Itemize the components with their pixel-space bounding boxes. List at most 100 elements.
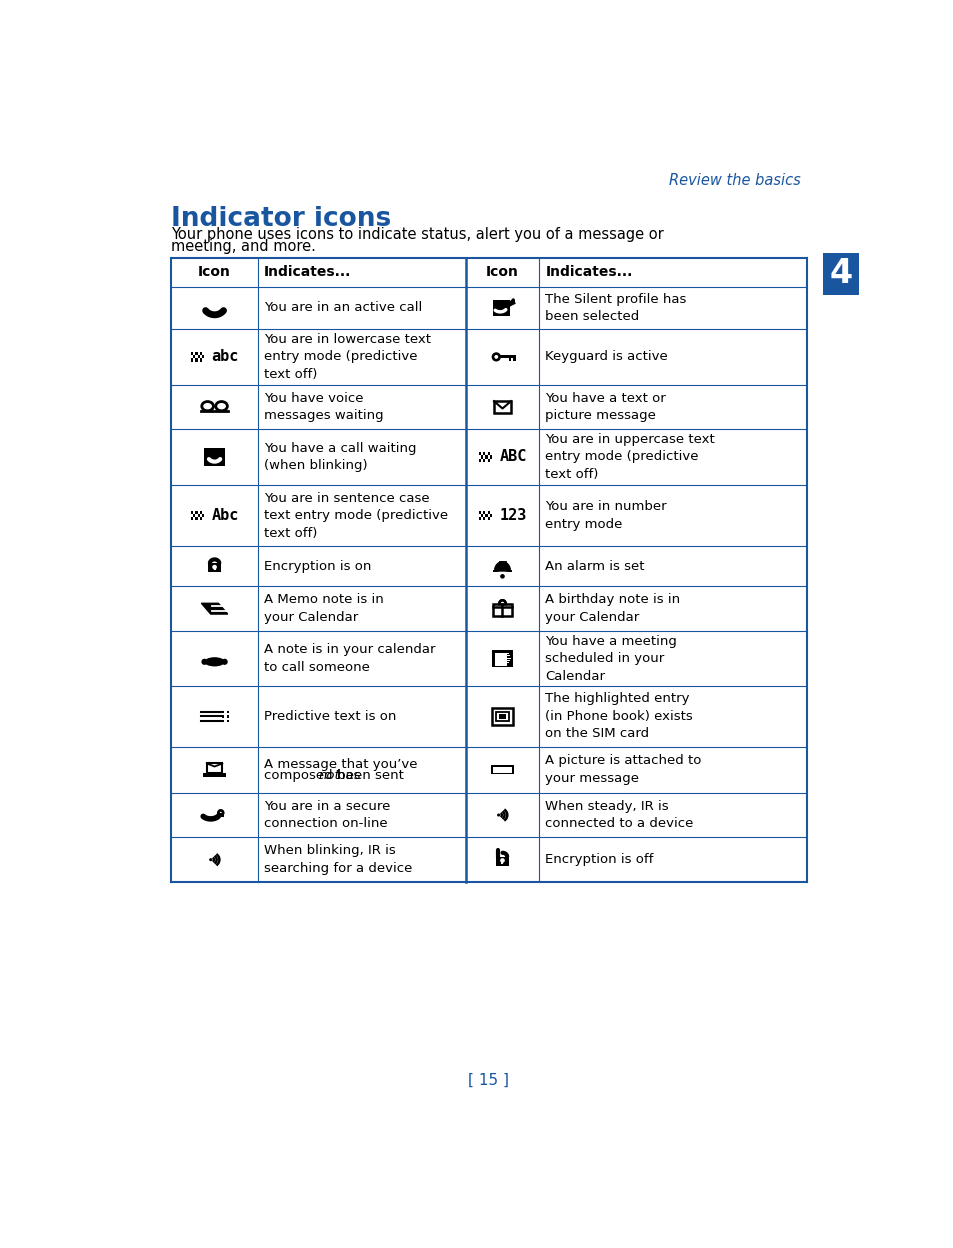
Text: You are in an active call: You are in an active call [264, 302, 422, 314]
Text: A picture is attached to
your message: A picture is attached to your message [545, 754, 701, 785]
Bar [192, 510, 193, 514]
Text: Encryption is off: Encryption is off [545, 854, 653, 866]
Bar [478, 452, 481, 456]
Bar [508, 358, 511, 361]
Bar [204, 448, 225, 467]
Bar [192, 517, 193, 520]
Bar [499, 356, 516, 358]
Bar [192, 358, 193, 362]
Text: 123: 123 [498, 508, 526, 523]
Text: You have a call waiting
(when blinking): You have a call waiting (when blinking) [264, 442, 416, 472]
Text: A birthday note is in
your Calendar: A birthday note is in your Calendar [545, 594, 679, 624]
Bar [201, 356, 204, 358]
Bar [217, 812, 224, 817]
Bar [483, 510, 485, 514]
Text: The Silent profile has
been selected: The Silent profile has been selected [545, 293, 686, 323]
Bar [192, 352, 204, 362]
Bar [495, 654, 507, 665]
Circle shape [491, 352, 500, 362]
Text: You have voice
messages waiting: You have voice messages waiting [264, 392, 383, 422]
Text: [ 15 ]: [ 15 ] [468, 1072, 509, 1087]
Bar [489, 456, 491, 458]
Bar [478, 510, 481, 514]
Bar [224, 715, 227, 718]
Bar [489, 514, 491, 517]
Circle shape [499, 859, 504, 862]
Text: You are in sentence case
text entry mode (predictive
text off): You are in sentence case text entry mode… [264, 492, 448, 539]
Bar [498, 714, 505, 719]
Bar [195, 358, 197, 362]
Bar [496, 711, 508, 721]
Bar [487, 452, 489, 456]
Bar [197, 514, 199, 517]
Bar [483, 458, 485, 462]
Text: ABC: ABC [498, 449, 526, 464]
Bar [478, 452, 491, 462]
Bar [199, 358, 201, 362]
Text: You are in uppercase text
entry mode (predictive
text off): You are in uppercase text entry mode (pr… [545, 433, 715, 480]
Bar [224, 710, 227, 713]
Bar [493, 604, 511, 617]
Bar [199, 517, 201, 520]
Bar [481, 456, 483, 458]
Bar [227, 715, 229, 718]
Text: When blinking, IR is
searching for a device: When blinking, IR is searching for a dev… [264, 845, 412, 875]
Text: Indicates...: Indicates... [545, 265, 632, 280]
Bar [222, 710, 224, 713]
Text: Indicator icons: Indicator icons [171, 206, 391, 232]
Bar [494, 401, 511, 413]
Text: Abc: Abc [212, 508, 238, 523]
Text: When steady, IR is
connected to a device: When steady, IR is connected to a device [545, 800, 693, 830]
Ellipse shape [221, 659, 228, 665]
Bar [478, 458, 481, 462]
Polygon shape [201, 603, 228, 614]
Bar [513, 358, 516, 361]
Text: abc: abc [212, 349, 238, 364]
Text: You are in a secure
connection on-line: You are in a secure connection on-line [264, 800, 390, 830]
Text: You are in lowercase text
entry mode (predictive
text off): You are in lowercase text entry mode (pr… [264, 333, 431, 381]
Bar [492, 650, 512, 668]
Text: Indicates...: Indicates... [264, 265, 352, 280]
Bar [192, 510, 204, 520]
Circle shape [499, 574, 504, 579]
Bar [195, 517, 197, 520]
Bar [197, 356, 199, 358]
Text: Review the basics: Review the basics [669, 173, 801, 188]
Bar [493, 766, 511, 773]
Bar [208, 563, 220, 573]
Bar [481, 514, 483, 517]
Bar [507, 654, 512, 665]
Bar [487, 517, 489, 520]
Bar [203, 774, 226, 778]
Text: You are in number
entry mode: You are in number entry mode [545, 500, 666, 530]
Text: Encryption is on: Encryption is on [264, 560, 371, 573]
Bar [195, 352, 197, 356]
Bar [199, 352, 201, 356]
Text: You have a text or
picture message: You have a text or picture message [545, 392, 665, 422]
Bar [224, 720, 227, 723]
Circle shape [494, 354, 497, 359]
Bar [487, 510, 489, 514]
Bar [199, 510, 201, 514]
Text: Predictive text is on: Predictive text is on [264, 710, 396, 723]
Text: A Memo note is in
your Calendar: A Memo note is in your Calendar [264, 594, 383, 624]
Text: An alarm is set: An alarm is set [545, 560, 644, 573]
Bar [492, 708, 512, 725]
Bar [485, 514, 487, 517]
Text: Icon: Icon [198, 265, 231, 280]
Bar [483, 517, 485, 520]
Circle shape [209, 859, 212, 861]
Text: A note is in your calendar
to call someone: A note is in your calendar to call someo… [264, 644, 436, 674]
Bar [496, 856, 508, 866]
Bar [493, 301, 510, 316]
Bar [478, 517, 481, 520]
Text: A message that you’ve: A message that you’ve [264, 758, 417, 770]
Bar [485, 456, 487, 458]
Text: Icon: Icon [485, 265, 518, 280]
Bar [195, 510, 197, 514]
Text: The highlighted entry
(in Phone book) exists
on the SIM card: The highlighted entry (in Phone book) ex… [545, 693, 693, 740]
Text: Your phone uses icons to indicate status, alert you of a message or: Your phone uses icons to indicate status… [171, 227, 663, 242]
Text: Keyguard is active: Keyguard is active [545, 351, 667, 363]
Bar [491, 765, 514, 774]
Bar [201, 514, 204, 517]
